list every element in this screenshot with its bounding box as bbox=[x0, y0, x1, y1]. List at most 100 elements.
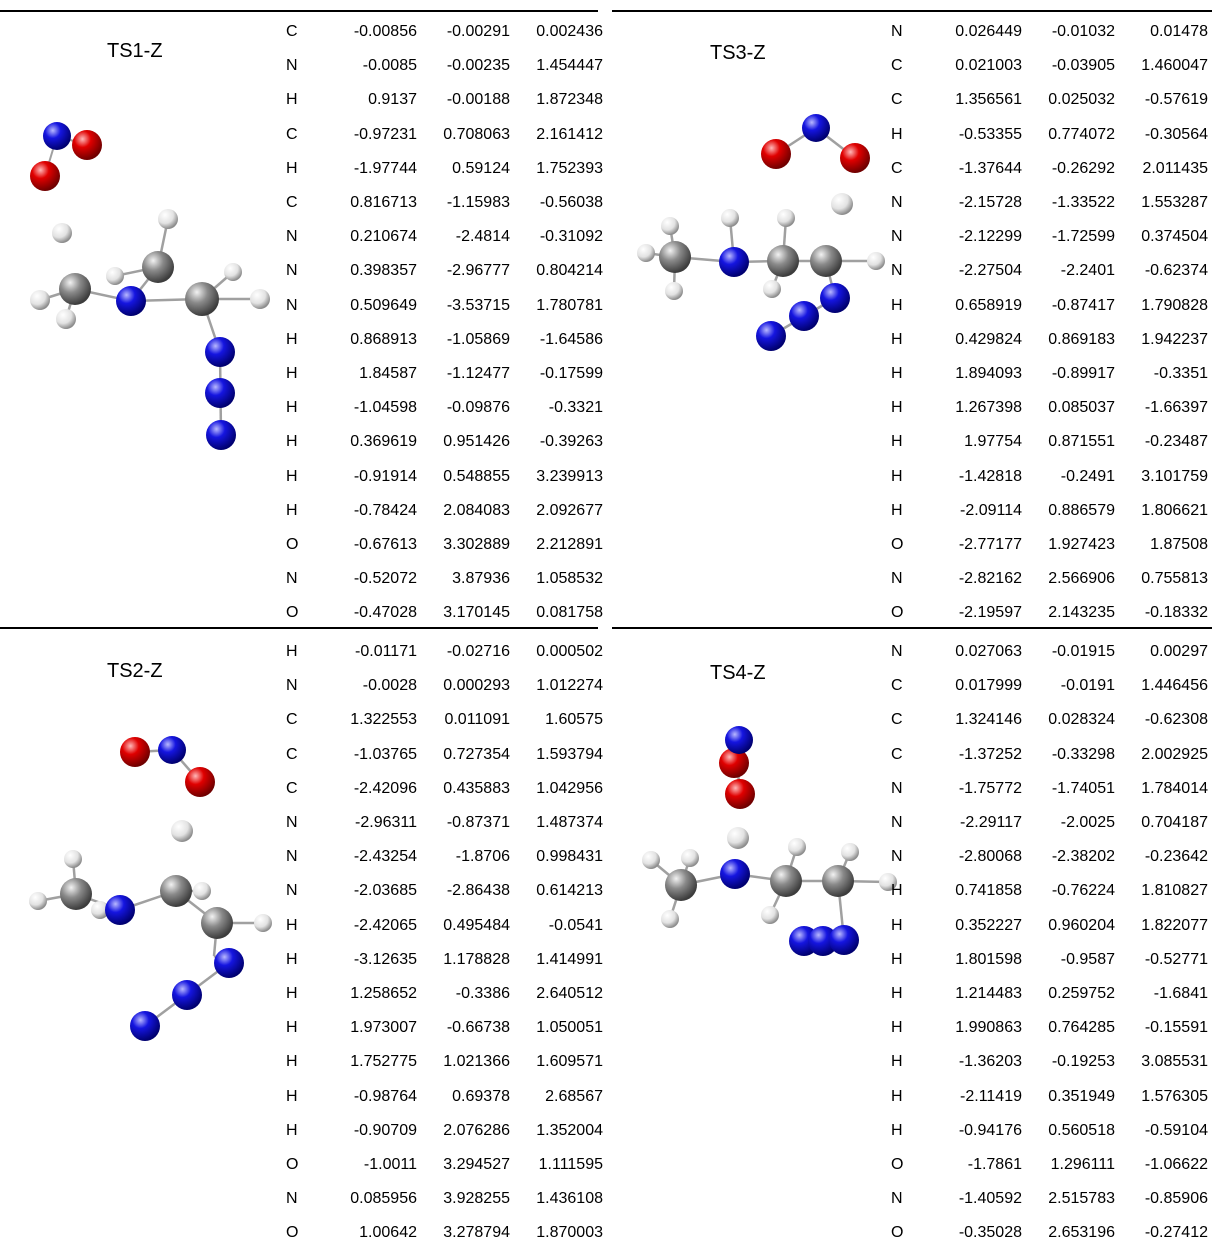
atom-element: H bbox=[286, 91, 298, 109]
z-coordinate: 0.000502 bbox=[536, 643, 603, 661]
z-coordinate: 1.352004 bbox=[536, 1121, 603, 1139]
atom-row: N 0.509649 -3.53715 1.780781 bbox=[286, 289, 603, 323]
atom-element: H bbox=[891, 1087, 903, 1105]
atom-row: H 0.352227 0.960204 1.822077 bbox=[891, 909, 1208, 943]
atom-element: O bbox=[891, 1224, 904, 1242]
atom-element: H bbox=[286, 1121, 298, 1139]
panel-label: TS3-Z bbox=[710, 42, 766, 64]
atom-element: H bbox=[286, 433, 298, 451]
z-coordinate: 2.640512 bbox=[536, 984, 603, 1002]
z-coordinate: 2.092677 bbox=[536, 501, 603, 519]
z-coordinate: 2.212891 bbox=[536, 535, 603, 553]
atom-row: C -1.03765 0.727354 1.593794 bbox=[286, 738, 603, 772]
x-coordinate: -0.78424 bbox=[353, 501, 417, 519]
z-coordinate: 1.942237 bbox=[1141, 330, 1208, 348]
y-coordinate: 0.028324 bbox=[1048, 711, 1115, 729]
atom-element: H bbox=[286, 984, 298, 1002]
y-coordinate: 0.548855 bbox=[443, 467, 510, 485]
panel-label: TS4-Z bbox=[710, 662, 766, 684]
atom-row: H -0.91914 0.548855 3.239913 bbox=[286, 459, 603, 493]
x-coordinate: -2.82162 bbox=[958, 570, 1022, 588]
y-coordinate: -0.03905 bbox=[1051, 57, 1115, 75]
atom-row: H -1.42818 -0.2491 3.101759 bbox=[891, 459, 1208, 493]
z-coordinate: 1.414991 bbox=[536, 950, 603, 968]
atom-element: N bbox=[891, 1190, 903, 1208]
y-coordinate: 0.59124 bbox=[452, 159, 510, 177]
atom-row: H 1.801598 -0.9587 -0.52771 bbox=[891, 943, 1208, 977]
y-coordinate: 0.495484 bbox=[443, 916, 510, 934]
middle-rule bbox=[0, 627, 598, 629]
x-coordinate: 1.752775 bbox=[350, 1053, 417, 1071]
y-coordinate: 2.566906 bbox=[1048, 570, 1115, 588]
z-coordinate: -1.06622 bbox=[1144, 1155, 1208, 1173]
atom-element: N bbox=[286, 677, 298, 695]
middle-rule bbox=[612, 627, 1212, 629]
z-coordinate: 1.553287 bbox=[1141, 194, 1208, 212]
z-coordinate: 1.60575 bbox=[545, 711, 603, 729]
z-coordinate: -0.30564 bbox=[1144, 125, 1208, 143]
atom-element: O bbox=[286, 535, 299, 553]
x-coordinate: -2.42065 bbox=[353, 916, 417, 934]
x-coordinate: 1.801598 bbox=[955, 950, 1022, 968]
z-coordinate: -0.39263 bbox=[539, 433, 603, 451]
x-coordinate: 0.210674 bbox=[350, 228, 417, 246]
atom-element: N bbox=[286, 262, 298, 280]
y-coordinate: 1.296111 bbox=[1050, 1155, 1115, 1173]
x-coordinate: -2.03685 bbox=[353, 882, 417, 900]
y-coordinate: 3.302889 bbox=[443, 535, 510, 553]
top-rule bbox=[0, 10, 598, 12]
atom-element: N bbox=[891, 643, 903, 661]
atom-row: N -2.15728 -1.33522 1.553287 bbox=[891, 186, 1208, 220]
x-coordinate: -2.19597 bbox=[958, 604, 1022, 622]
atom-row: H 0.9137 -0.00188 1.872348 bbox=[286, 83, 603, 117]
atom-row: H 0.369619 0.951426 -0.39263 bbox=[286, 425, 603, 459]
z-coordinate: 2.011435 bbox=[1142, 159, 1208, 177]
y-coordinate: -1.72599 bbox=[1051, 228, 1115, 246]
x-coordinate: -1.04598 bbox=[353, 399, 417, 417]
atom-element: H bbox=[891, 364, 903, 382]
molecule-image bbox=[30, 122, 270, 450]
x-coordinate: -0.0028 bbox=[362, 677, 417, 695]
atom-element: H bbox=[286, 916, 298, 934]
x-coordinate: -2.11419 bbox=[960, 1087, 1022, 1105]
panel-label: TS1-Z bbox=[107, 40, 163, 62]
molecule-image bbox=[29, 736, 272, 1041]
coordinate-rows: N 0.026449 -0.01032 0.01478 C 0.021003 -0.0390… bbox=[891, 15, 1208, 630]
atom-element: O bbox=[891, 1155, 904, 1173]
atom-row: N -2.96311 -0.87371 1.487374 bbox=[286, 806, 603, 840]
x-coordinate: 0.868913 bbox=[350, 330, 417, 348]
z-coordinate: 1.87508 bbox=[1150, 535, 1208, 553]
x-coordinate: -2.27504 bbox=[958, 262, 1022, 280]
y-coordinate: -0.66738 bbox=[446, 1019, 510, 1037]
x-coordinate: -1.37644 bbox=[958, 159, 1022, 177]
y-coordinate: 3.294527 bbox=[443, 1155, 510, 1173]
y-coordinate: 0.259752 bbox=[1048, 984, 1115, 1002]
atom-row: N 0.398357 -2.96777 0.804214 bbox=[286, 254, 603, 288]
atom-row: N -0.0085 -0.00235 1.454447 bbox=[286, 49, 603, 83]
x-coordinate: -1.36203 bbox=[958, 1053, 1022, 1071]
y-coordinate: 0.011091 bbox=[444, 711, 510, 729]
z-coordinate: -0.85906 bbox=[1144, 1190, 1208, 1208]
y-coordinate: -0.87371 bbox=[446, 814, 510, 832]
atom-element: H bbox=[891, 1019, 903, 1037]
atom-element: C bbox=[286, 779, 298, 797]
atom-element: H bbox=[286, 1019, 298, 1037]
x-coordinate: 1.267398 bbox=[955, 399, 1022, 417]
atom-element: C bbox=[891, 159, 903, 177]
atom-row: H 1.97754 0.871551 -0.23487 bbox=[891, 425, 1208, 459]
y-coordinate: 2.076286 bbox=[443, 1121, 510, 1139]
z-coordinate: -0.0541 bbox=[548, 916, 603, 934]
atom-element: H bbox=[891, 882, 903, 900]
x-coordinate: 0.816713 bbox=[350, 194, 417, 212]
x-coordinate: 1.214483 bbox=[955, 984, 1022, 1002]
y-coordinate: -1.05869 bbox=[446, 330, 510, 348]
atom-row: O -2.77177 1.927423 1.87508 bbox=[891, 528, 1208, 562]
atom-row: O 1.00642 3.278794 1.870003 bbox=[286, 1216, 603, 1250]
x-coordinate: 1.356561 bbox=[955, 91, 1022, 109]
x-coordinate: -2.96311 bbox=[355, 814, 417, 832]
y-coordinate: -0.89917 bbox=[1051, 364, 1115, 382]
x-coordinate: -1.37252 bbox=[958, 745, 1022, 763]
coordinate-table: H -0.01171 -0.02716 0.000502 N -0.0028 0.00029… bbox=[286, 635, 603, 1250]
z-coordinate: 1.810827 bbox=[1141, 882, 1208, 900]
y-coordinate: -0.19253 bbox=[1051, 1053, 1115, 1071]
